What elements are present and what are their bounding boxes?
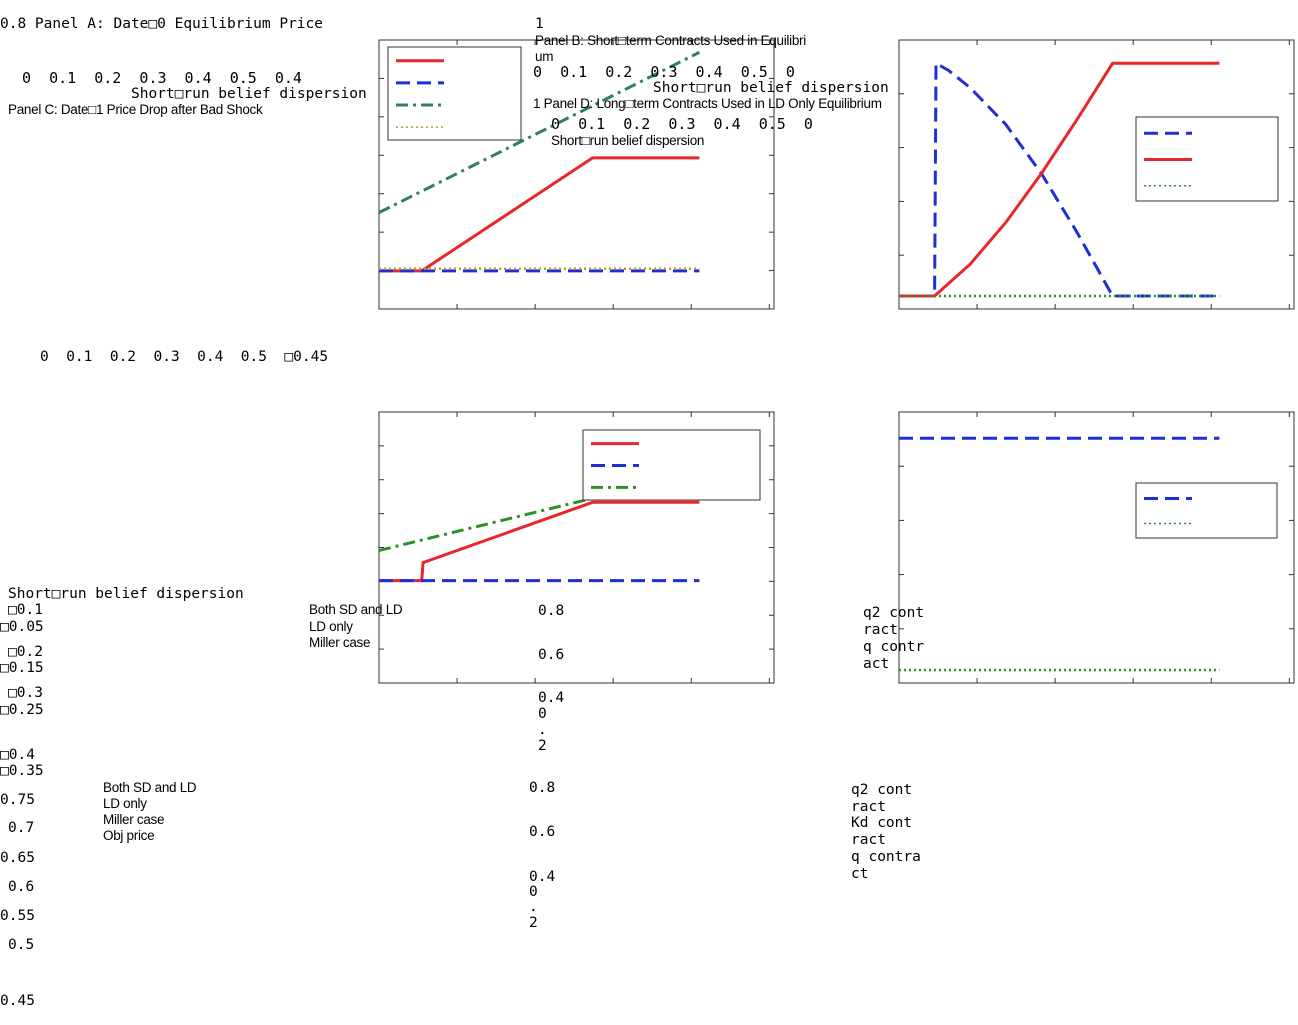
panel-c-y-tick: □0.25 xyxy=(0,702,44,718)
panel-c-y-tick: □0.05 xyxy=(0,619,44,635)
panel-a-legend-box xyxy=(387,46,522,141)
panel-c-series-line xyxy=(379,500,700,583)
panel-c-y-tick: □0.2 xyxy=(8,644,43,660)
panel-a-legend-text: Both SD and LD xyxy=(103,780,197,795)
panel-a-y-tick: 0.55 xyxy=(0,908,35,924)
panel-a-y-tick: 0.45 xyxy=(0,993,35,1009)
panel-c-y-tick: □0.15 xyxy=(0,660,44,676)
panel-b-y-tick: 0.6 xyxy=(529,824,556,840)
panel-b-y-tick: 0.8 xyxy=(529,780,556,796)
panel-c-y-tick: □0.1 xyxy=(8,602,43,618)
panel-c-legend-text: LD only xyxy=(309,619,353,634)
panel-a-x-label: Short□run belief dispersion xyxy=(131,86,367,102)
panel-b-x-label: Short□run belief dispersion xyxy=(653,80,889,96)
panel-a-x-ticks: 0 0.1 0.2 0.3 0.4 0.5 0.4 xyxy=(22,69,302,87)
panel-d-legend-text: ract xyxy=(863,622,898,638)
panel-d-legend-text: act xyxy=(863,656,890,672)
panel-d-legend-box xyxy=(1135,482,1278,539)
panel-c-y-tick: □0.4 xyxy=(0,747,35,763)
panel-d-y-tick: 0 xyxy=(538,706,547,722)
panel-d-y-tick: . xyxy=(538,722,547,738)
panel-b-series-line xyxy=(899,60,1220,298)
panel-a-y-tick: 0.6 xyxy=(8,879,35,895)
panel-b-x-ticks: 0 0.1 0.2 0.3 0.4 0.5 0 xyxy=(533,63,795,81)
panel-c-y-tick: □0.3 xyxy=(8,685,43,701)
panel-d-y-tick: 0.4 xyxy=(538,690,565,706)
panel-a-series-line xyxy=(378,50,701,214)
panel-d-title: 1 Panel D: Long□term Contracts Used in L… xyxy=(533,96,882,111)
panel-b-legend-text: ct xyxy=(851,866,869,882)
panel-d-frame xyxy=(898,411,1295,684)
panel-b-y-tick: 0.4 xyxy=(529,869,556,885)
panel-d-legend-text: q2 cont xyxy=(863,605,925,621)
panel-c-legend-box xyxy=(582,429,761,501)
panel-a-y-tick: 0.7 xyxy=(8,820,35,836)
panel-c-title: Panel C: Date□1 Price Drop after Bad Sho… xyxy=(8,102,263,117)
panel-c-x-label: Short□run belief dispersion xyxy=(8,586,244,602)
panel-d-legend-text: q contr xyxy=(863,639,925,655)
panel-a-title: 0.8 Panel A: Date□0 Equilibrium Price xyxy=(0,16,324,32)
panel-c-legend-text: Both SD and LD xyxy=(309,602,403,617)
panel-d-y-tick: 2 xyxy=(538,738,547,754)
panel-a-y-tick: 0.5 xyxy=(8,937,35,953)
panel-b-y-tick: 0 xyxy=(529,884,538,900)
panel-d-y-tick: 0.8 xyxy=(538,603,565,619)
panel-b-y-max: 1 xyxy=(535,16,544,32)
panel-b-frame xyxy=(898,39,1295,310)
panel-a-series-line xyxy=(379,156,700,273)
panel-b-legend-text: Kd cont xyxy=(851,815,913,831)
panel-c-legend-text: Miller case xyxy=(309,635,371,650)
panel-a-legend-text: Obj price xyxy=(103,828,155,843)
panel-a-legend-text: Miller case xyxy=(103,812,165,827)
panel-d-x-label: Short□run belief dispersion xyxy=(551,133,705,148)
panel-d-y-tick: 0.6 xyxy=(538,647,565,663)
panel-a-legend-text: LD only xyxy=(103,796,147,811)
panel-b-legend-text: q contra xyxy=(851,849,921,865)
panel-c-y-tick: □0.35 xyxy=(0,763,44,779)
panel-b-y-tick: 2 xyxy=(529,915,538,931)
panel-a-frame xyxy=(378,39,775,310)
panel-b-legend-text: q2 cont xyxy=(851,782,913,798)
panel-b-series-line xyxy=(899,61,1220,298)
panel-b-y-tick: . xyxy=(529,899,538,915)
panel-b-legend-text: ract xyxy=(851,832,886,848)
panel-b-title: Panel B: Short□term Contracts Used in Eq… xyxy=(535,33,806,48)
panel-d-x-ticks: 0 0.1 0.2 0.3 0.4 0.5 0 xyxy=(551,115,813,133)
panel-a-y-tick: 0.75 xyxy=(0,792,35,808)
panel-b-title-cont: um xyxy=(535,49,554,64)
panel-c-series-line xyxy=(378,470,700,552)
panel-b-legend-text: ract xyxy=(851,799,886,815)
panel-c-x-ticks: 0 0.1 0.2 0.3 0.4 0.5 □0.45 xyxy=(40,349,329,365)
panel-a-y-tick: 0.65 xyxy=(0,850,35,866)
